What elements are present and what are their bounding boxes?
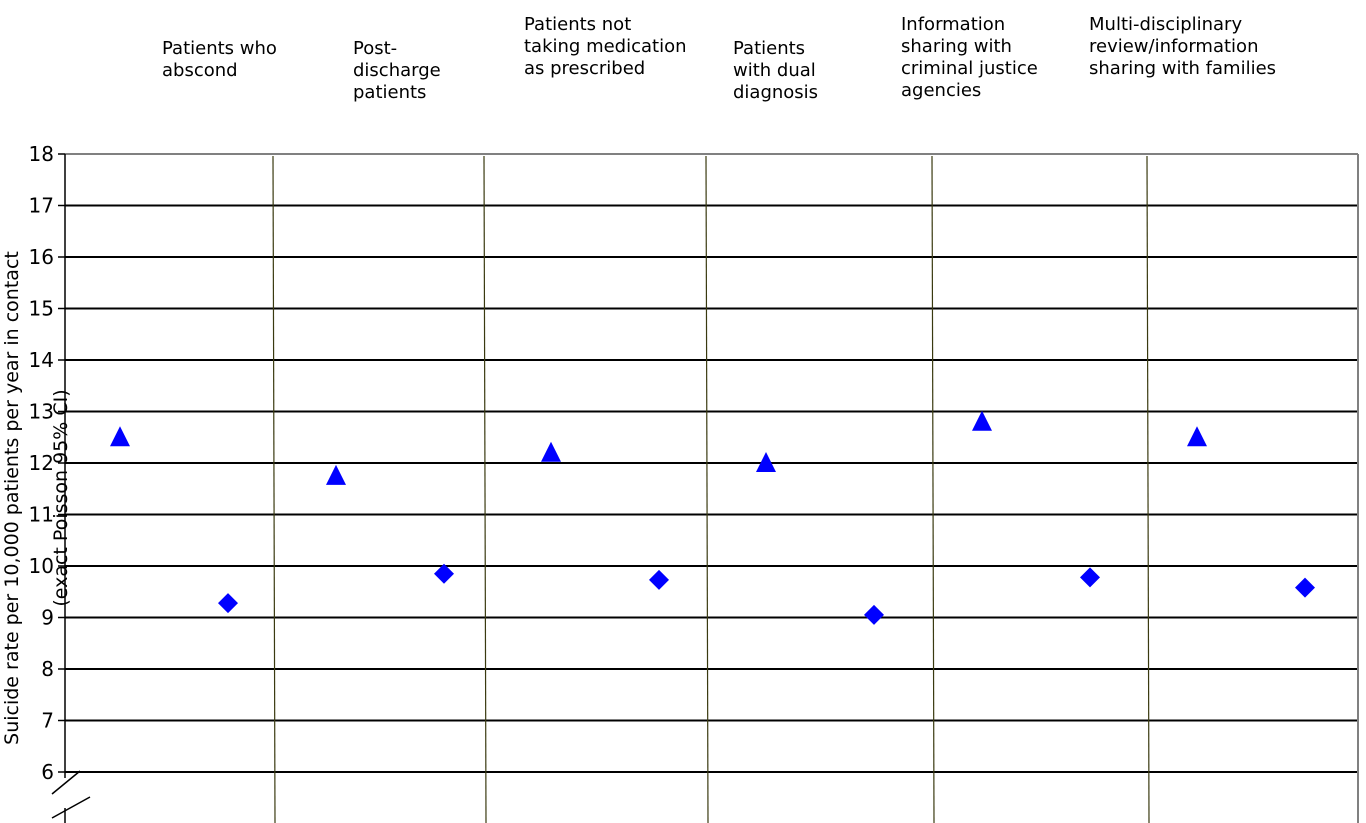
y-axis-label: Suicide rate per 10,000 patients per yea… <box>1 251 23 745</box>
y-tick-label: 12 <box>29 451 54 475</box>
y-axis-label-2: (exact Poisson 95% CI) <box>50 389 72 607</box>
triangle-marker <box>110 426 130 447</box>
category-divider <box>272 155 276 823</box>
category-dividers <box>272 155 1150 823</box>
axis-break-mark <box>51 770 81 795</box>
axis-break-mark <box>51 796 91 819</box>
y-tick-labels: 6 7 8 9 10 11 12 13 14 15 16 17 18 <box>29 142 54 784</box>
y-tick-label: 14 <box>29 348 54 372</box>
category-header: Patients who abscond <box>162 38 277 81</box>
diamond-marker <box>434 563 454 584</box>
diamond-marker <box>649 569 669 590</box>
y-tick-label: 13 <box>29 400 54 424</box>
y-tick-label: 7 <box>41 709 54 733</box>
y-axis <box>51 153 91 823</box>
y-tick-label: 8 <box>41 657 54 681</box>
category-header: Patients not taking medication as prescr… <box>524 14 687 79</box>
y-tick-label: 16 <box>29 245 54 269</box>
triangle-marker <box>1187 426 1207 447</box>
diamond-marker <box>218 593 238 614</box>
y-tick-label: 9 <box>41 606 54 630</box>
category-divider <box>483 155 487 823</box>
category-header: Information sharing with criminal justic… <box>901 14 1038 101</box>
y-tick-label: 11 <box>29 503 54 527</box>
category-header: Post-discharge patients <box>353 38 441 103</box>
category-divider <box>931 155 935 823</box>
y-tick-label: 18 <box>29 142 54 166</box>
triangle-marker <box>541 441 561 462</box>
category-header: Patients with dual diagnosis <box>733 38 819 103</box>
triangle-marker <box>756 452 776 472</box>
category-divider <box>705 155 709 823</box>
triangle-marker <box>326 464 346 485</box>
data-points <box>110 410 1315 625</box>
grid-lines <box>65 153 1359 823</box>
category-divider <box>1146 155 1150 823</box>
y-tick-label: 17 <box>29 194 54 218</box>
triangle-marker <box>972 410 992 431</box>
y-tick-label: 6 <box>41 760 54 784</box>
y-tick-label: 10 <box>29 554 54 578</box>
diamond-marker <box>1295 577 1315 598</box>
diamond-marker <box>1080 567 1100 588</box>
diamond-marker <box>864 604 884 625</box>
category-header: Multi-disciplinary review/information sh… <box>1089 14 1277 79</box>
y-tick-label: 15 <box>29 297 54 321</box>
